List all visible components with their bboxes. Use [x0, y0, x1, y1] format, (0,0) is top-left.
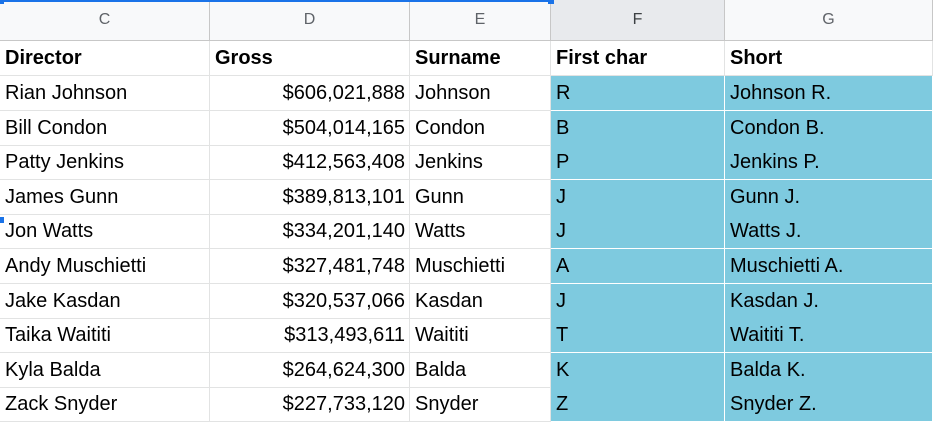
column-header-e[interactable]: E — [410, 0, 551, 41]
short-cell[interactable]: Johnson R. — [725, 76, 933, 111]
header-row: Director Gross Surname First char Short — [0, 41, 933, 76]
short-cell[interactable]: Gunn J. — [725, 179, 933, 215]
gross-cell[interactable]: $606,021,888 — [210, 76, 410, 111]
director-cell[interactable]: Patty Jenkins — [0, 145, 210, 181]
first-char-cell[interactable]: T — [551, 318, 725, 354]
table-row: Andy Muschietti $327,481,748 Muschietti A Mu… — [0, 249, 933, 284]
selection-handle-top-right[interactable] — [548, 0, 554, 4]
table-row: Zack Snyder $227,733,120 Snyder Z Snyder Z. — [0, 387, 933, 423]
surname-cell[interactable]: Kasdan — [410, 283, 551, 319]
short-cell[interactable]: Balda K. — [725, 352, 933, 388]
short-cell[interactable]: Jenkins P. — [725, 145, 933, 181]
table-row: Kyla Balda $264,624,300 Balda K Balda K. — [0, 352, 933, 388]
header-cell-short[interactable]: Short — [725, 41, 933, 76]
short-cell[interactable]: Snyder Z. — [725, 387, 933, 423]
surname-cell[interactable]: Jenkins — [410, 145, 551, 181]
short-cell[interactable]: Kasdan J. — [725, 283, 933, 319]
surname-cell[interactable]: Muschietti — [410, 249, 551, 284]
surname-cell[interactable]: Balda — [410, 352, 551, 388]
surname-cell[interactable]: Waititi — [410, 318, 551, 354]
surname-cell[interactable]: Watts — [410, 214, 551, 250]
header-cell-first-char[interactable]: First char — [551, 41, 725, 76]
director-cell[interactable]: Zack Snyder — [0, 387, 210, 423]
director-cell[interactable]: Jon Watts — [0, 214, 210, 250]
first-char-cell[interactable]: J — [551, 283, 725, 319]
short-cell[interactable]: Muschietti A. — [725, 249, 933, 284]
first-char-cell[interactable]: J — [551, 179, 725, 215]
table-row: Bill Condon $504,014,165 Condon B Condon B. — [0, 110, 933, 146]
header-cell-gross[interactable]: Gross — [210, 41, 410, 76]
gross-cell[interactable]: $412,563,408 — [210, 145, 410, 181]
short-cell[interactable]: Watts J. — [725, 214, 933, 250]
first-char-cell[interactable]: J — [551, 214, 725, 250]
table-row: James Gunn $389,813,101 Gunn J Gunn J. — [0, 179, 933, 215]
gross-cell[interactable]: $334,201,140 — [210, 214, 410, 250]
gross-cell[interactable]: $264,624,300 — [210, 352, 410, 388]
first-char-cell[interactable]: R — [551, 76, 725, 111]
table-row: Rian Johnson $606,021,888 Johnson R Johnson … — [0, 76, 933, 111]
gross-cell[interactable]: $504,014,165 — [210, 110, 410, 146]
table-row: Jake Kasdan $320,537,066 Kasdan J Kasdan J. — [0, 283, 933, 319]
director-cell[interactable]: Rian Johnson — [0, 76, 210, 111]
first-char-cell[interactable]: B — [551, 110, 725, 146]
column-header-g[interactable]: G — [725, 0, 933, 41]
surname-cell[interactable]: Johnson — [410, 76, 551, 111]
gross-cell[interactable]: $389,813,101 — [210, 179, 410, 215]
selection-handle-left[interactable] — [0, 217, 4, 223]
director-cell[interactable]: Bill Condon — [0, 110, 210, 146]
selection-border — [0, 0, 551, 2]
column-header-row: C D E F G — [0, 0, 933, 41]
surname-cell[interactable]: Gunn — [410, 179, 551, 215]
director-cell[interactable]: Taika Waititi — [0, 318, 210, 354]
gross-cell[interactable]: $313,493,611 — [210, 318, 410, 354]
header-cell-director[interactable]: Director — [0, 41, 210, 76]
column-header-c[interactable]: C — [0, 0, 210, 41]
first-char-cell[interactable]: K — [551, 352, 725, 388]
table-row: Jon Watts $334,201,140 Watts J Watts J. — [0, 214, 933, 250]
first-char-cell[interactable]: P — [551, 145, 725, 181]
gross-cell[interactable]: $227,733,120 — [210, 387, 410, 423]
short-cell[interactable]: Waititi T. — [725, 318, 933, 354]
director-cell[interactable]: Kyla Balda — [0, 352, 210, 388]
gross-cell[interactable]: $320,537,066 — [210, 283, 410, 319]
short-cell[interactable]: Condon B. — [725, 110, 933, 146]
director-cell[interactable]: Andy Muschietti — [0, 249, 210, 284]
director-cell[interactable]: James Gunn — [0, 179, 210, 215]
table-row: Taika Waititi $313,493,611 Waititi T Waititi… — [0, 318, 933, 354]
header-cell-surname[interactable]: Surname — [410, 41, 551, 76]
column-header-f[interactable]: F — [551, 0, 725, 41]
selection-handle-top-left[interactable] — [0, 0, 4, 4]
first-char-cell[interactable]: Z — [551, 387, 725, 423]
gross-cell[interactable]: $327,481,748 — [210, 249, 410, 284]
director-cell[interactable]: Jake Kasdan — [0, 283, 210, 319]
surname-cell[interactable]: Condon — [410, 110, 551, 146]
surname-cell[interactable]: Snyder — [410, 387, 551, 423]
column-header-d[interactable]: D — [210, 0, 410, 41]
table-row: Patty Jenkins $412,563,408 Jenkins P Jenkins… — [0, 145, 933, 181]
first-char-cell[interactable]: A — [551, 249, 725, 284]
